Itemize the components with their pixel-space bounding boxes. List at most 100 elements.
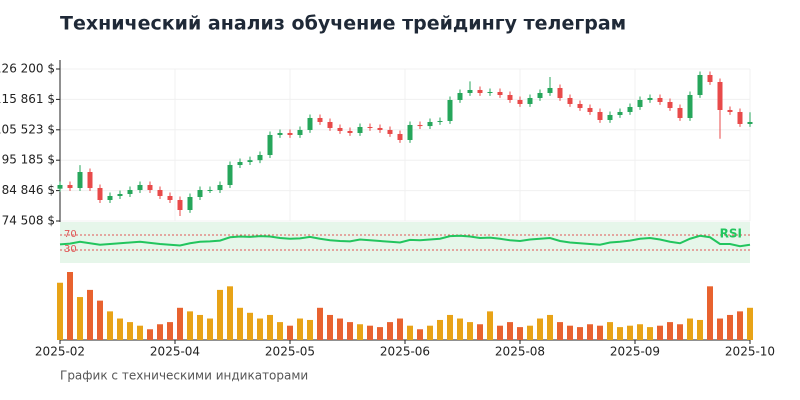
volume-bar: [237, 307, 243, 340]
x-tick-label: 2025-06: [380, 345, 430, 359]
volume-bar: [667, 322, 673, 340]
candle-body: [717, 81, 723, 110]
candle-body: [537, 92, 543, 98]
candle-body: [107, 195, 113, 200]
volume-bar: [217, 289, 223, 340]
candle-body: [637, 99, 643, 107]
candle-body: [707, 74, 713, 82]
volume-bar: [567, 325, 573, 340]
volume-bar: [597, 325, 603, 340]
candle-body: [267, 134, 273, 156]
x-tick-label: 2025-10: [725, 345, 775, 359]
candle-body: [487, 91, 493, 93]
volume-bar: [737, 311, 743, 340]
rsi-level-label: 30: [64, 244, 77, 255]
candle-body: [117, 194, 123, 196]
candle-body: [67, 185, 73, 189]
x-tick-label: 2025-09: [610, 345, 660, 359]
candle-body: [697, 74, 703, 95]
candle-body: [407, 124, 413, 140]
candle-body: [357, 126, 363, 133]
volume-bar: [617, 327, 623, 340]
volume-bar: [187, 311, 193, 340]
volume-bar: [677, 324, 683, 340]
volume-bar: [397, 318, 403, 340]
volume-bar: [347, 322, 353, 340]
candle-body: [587, 107, 593, 112]
volume-bar: [367, 325, 373, 340]
volume-bar: [477, 324, 483, 340]
volume-bar: [287, 325, 293, 340]
volume-bar: [327, 314, 333, 340]
volume-bar: [717, 318, 723, 340]
candle-body: [367, 126, 373, 128]
candle-body: [127, 190, 133, 195]
volume-bar: [497, 325, 503, 340]
candle-body: [627, 106, 633, 112]
candle-body: [307, 117, 313, 130]
candle-body: [207, 190, 213, 192]
candle-body: [497, 91, 503, 95]
volume-bar: [447, 314, 453, 340]
y-tick-label: 95 185 $: [2, 153, 55, 167]
volume-bar: [537, 318, 543, 340]
volume-bar: [197, 314, 203, 340]
volume-bar: [727, 314, 733, 340]
volume-bar: [317, 307, 323, 340]
x-tick-label: 2025-05: [265, 345, 315, 359]
candle-body: [457, 92, 463, 100]
volume-bar: [507, 322, 513, 340]
volume-bar: [407, 325, 413, 340]
candle-body: [157, 190, 163, 196]
volume-bar: [227, 286, 233, 340]
volume-bar: [547, 314, 553, 340]
volume-bar: [417, 329, 423, 340]
volume-bar: [137, 325, 143, 340]
candle-body: [147, 185, 153, 191]
candle-body: [397, 133, 403, 140]
candle-body: [567, 97, 573, 104]
candle-body: [137, 185, 143, 191]
candle-body: [177, 199, 183, 210]
candle-body: [347, 130, 353, 133]
volume-bar: [517, 327, 523, 340]
chart-subtitle: График с техническими индикаторами: [60, 369, 308, 383]
candle-body: [417, 124, 423, 127]
rsi-label: RSI: [720, 227, 742, 241]
candle-body: [277, 132, 283, 135]
volume-bar: [357, 324, 363, 340]
candle-body: [167, 195, 173, 200]
candle-body: [387, 129, 393, 134]
volume-bar: [557, 322, 563, 340]
volume-bar: [707, 286, 713, 340]
candle-body: [607, 114, 613, 120]
candle-body: [507, 94, 513, 100]
volume-bar: [457, 318, 463, 340]
volume-bar: [107, 311, 113, 340]
candle-body: [647, 97, 653, 100]
volume-bar: [337, 318, 343, 340]
volume-bar: [57, 282, 63, 340]
volume-bar: [87, 289, 93, 340]
volume-bar: [377, 327, 383, 340]
candle-body: [437, 120, 443, 122]
volume-bar: [97, 300, 103, 340]
volume-bar: [267, 314, 273, 340]
volume-bar: [467, 322, 473, 340]
volume-bar: [257, 318, 263, 340]
candle-body: [287, 132, 293, 135]
x-tick-label: 2025-08: [495, 345, 545, 359]
candle-body: [257, 155, 263, 161]
volume-bar: [627, 325, 633, 340]
volume-bar: [277, 322, 283, 340]
y-tick-label: 74 508 $: [2, 214, 55, 228]
candle-body: [327, 121, 333, 128]
candle-body: [87, 172, 93, 189]
candle-body: [337, 127, 343, 131]
volume-bar: [147, 329, 153, 340]
candle-body: [517, 99, 523, 104]
candle-body: [97, 188, 103, 200]
candle-body: [527, 97, 533, 104]
volume-bar: [167, 322, 173, 340]
